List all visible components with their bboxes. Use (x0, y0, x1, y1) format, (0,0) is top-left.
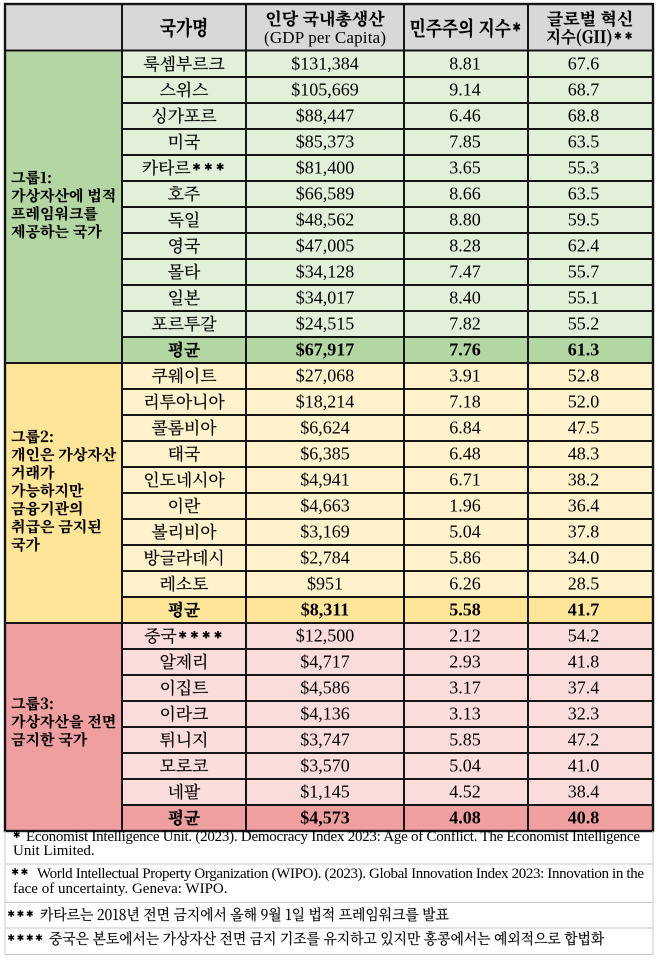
svg-text:7.82: 7.82 (449, 314, 481, 334)
svg-text:$81,400: $81,400 (296, 158, 355, 178)
svg-text:37.4: 37.4 (568, 678, 600, 698)
svg-text:41.0: 41.0 (568, 756, 600, 776)
svg-text:5.86: 5.86 (449, 548, 481, 568)
svg-text:$3,570: $3,570 (300, 756, 350, 776)
svg-text:8.40: 8.40 (449, 288, 481, 308)
svg-text:$66,589: $66,589 (296, 184, 355, 204)
svg-text:36.4: 36.4 (568, 496, 600, 516)
svg-text:5.04: 5.04 (449, 756, 481, 776)
svg-text:6.46: 6.46 (449, 106, 481, 126)
svg-text:37.8: 37.8 (568, 522, 600, 542)
svg-text:38.2: 38.2 (568, 470, 600, 490)
svg-text:52.8: 52.8 (568, 366, 600, 386)
svg-text:$47,005: $47,005 (296, 236, 355, 256)
svg-text:7.85: 7.85 (449, 132, 481, 152)
svg-text:World Intellectual Property Or: World Intellectual Property Organization… (37, 866, 644, 882)
svg-text:8.81: 8.81 (449, 54, 481, 74)
svg-text:68.8: 68.8 (568, 106, 600, 126)
svg-text:59.5: 59.5 (568, 210, 600, 230)
svg-text:$24,515: $24,515 (296, 314, 355, 334)
svg-text:$4,136: $4,136 (300, 704, 350, 724)
svg-text:9.14: 9.14 (449, 80, 481, 100)
svg-text:$34,017: $34,017 (296, 288, 355, 308)
svg-text:67.6: 67.6 (568, 54, 600, 74)
svg-text:face of uncertainty. Geneva: W: face of uncertainty. Geneva: WIPO. (13, 881, 228, 897)
svg-text:3.17: 3.17 (449, 678, 481, 698)
svg-text:$2,784: $2,784 (300, 548, 350, 568)
svg-text:55.1: 55.1 (568, 288, 600, 308)
svg-text:$131,384: $131,384 (291, 54, 359, 74)
svg-text:52.0: 52.0 (568, 392, 600, 412)
svg-text:2.12: 2.12 (449, 626, 481, 646)
svg-text:(GDP per Capita): (GDP per Capita) (264, 28, 386, 47)
svg-text:$88,447: $88,447 (296, 106, 355, 126)
svg-text:68.7: 68.7 (568, 80, 600, 100)
svg-text:32.3: 32.3 (568, 704, 600, 724)
svg-text:$8,311: $8,311 (301, 600, 350, 620)
svg-text:3.91: 3.91 (449, 366, 481, 386)
svg-text:$3,747: $3,747 (300, 730, 350, 750)
svg-text:63.5: 63.5 (568, 184, 600, 204)
svg-text:$12,500: $12,500 (296, 626, 355, 646)
svg-text:47.5: 47.5 (568, 418, 600, 438)
svg-text:55.3: 55.3 (568, 158, 600, 178)
svg-text:Economist Intelligence Unit. (: Economist Intelligence Unit. (2023). Dem… (26, 829, 640, 845)
svg-text:$6,624: $6,624 (300, 418, 350, 438)
svg-text:$4,586: $4,586 (300, 678, 350, 698)
svg-text:61.3: 61.3 (568, 340, 600, 360)
svg-text:41.8: 41.8 (568, 652, 600, 672)
svg-text:3.65: 3.65 (449, 158, 481, 178)
svg-text:7.76: 7.76 (449, 340, 481, 360)
svg-text:$4,941: $4,941 (300, 470, 350, 490)
svg-text:5.04: 5.04 (449, 522, 481, 542)
svg-text:40.8: 40.8 (568, 808, 600, 828)
svg-text:$4,663: $4,663 (300, 496, 350, 516)
svg-text:63.5: 63.5 (568, 132, 600, 152)
svg-text:$951: $951 (307, 574, 343, 594)
svg-text:$105,669: $105,669 (291, 80, 359, 100)
svg-text:$1,145: $1,145 (300, 782, 350, 802)
svg-text:$3,169: $3,169 (300, 522, 350, 542)
svg-text:62.4: 62.4 (568, 236, 600, 256)
svg-text:6.48: 6.48 (449, 444, 481, 464)
svg-text:$34,128: $34,128 (296, 262, 355, 282)
svg-text:$48,562: $48,562 (296, 210, 355, 230)
svg-text:41.7: 41.7 (568, 600, 600, 620)
svg-text:6.71: 6.71 (449, 470, 481, 490)
svg-text:$18,214: $18,214 (296, 392, 355, 412)
svg-text:54.2: 54.2 (568, 626, 600, 646)
svg-text:$6,385: $6,385 (300, 444, 350, 464)
svg-text:1.96: 1.96 (449, 496, 481, 516)
svg-text:4.52: 4.52 (449, 782, 481, 802)
svg-text:8.28: 8.28 (449, 236, 481, 256)
svg-text:55.7: 55.7 (568, 262, 600, 282)
svg-text:5.85: 5.85 (449, 730, 481, 750)
svg-text:55.2: 55.2 (568, 314, 600, 334)
svg-text:47.2: 47.2 (568, 730, 600, 750)
svg-text:$27,068: $27,068 (296, 366, 355, 386)
svg-text:8.80: 8.80 (449, 210, 481, 230)
svg-text:38.4: 38.4 (568, 782, 600, 802)
svg-text:4.08: 4.08 (449, 808, 481, 828)
svg-text:48.3: 48.3 (568, 444, 600, 464)
svg-text:6.84: 6.84 (449, 418, 481, 438)
svg-text:$4,717: $4,717 (300, 652, 350, 672)
svg-text:3.13: 3.13 (449, 704, 481, 724)
svg-text:8.66: 8.66 (449, 184, 481, 204)
svg-text:7.47: 7.47 (449, 262, 481, 282)
svg-text:2.93: 2.93 (449, 652, 481, 672)
svg-text:7.18: 7.18 (449, 392, 481, 412)
svg-text:$85,373: $85,373 (296, 132, 355, 152)
svg-text:$4,573: $4,573 (300, 808, 350, 828)
svg-text:Unit Limited.: Unit Limited. (13, 843, 95, 859)
svg-text:28.5: 28.5 (568, 574, 600, 594)
svg-text:$67,917: $67,917 (296, 340, 355, 360)
svg-text:6.26: 6.26 (449, 574, 481, 594)
svg-text:5.58: 5.58 (449, 600, 481, 620)
svg-text:34.0: 34.0 (568, 548, 600, 568)
